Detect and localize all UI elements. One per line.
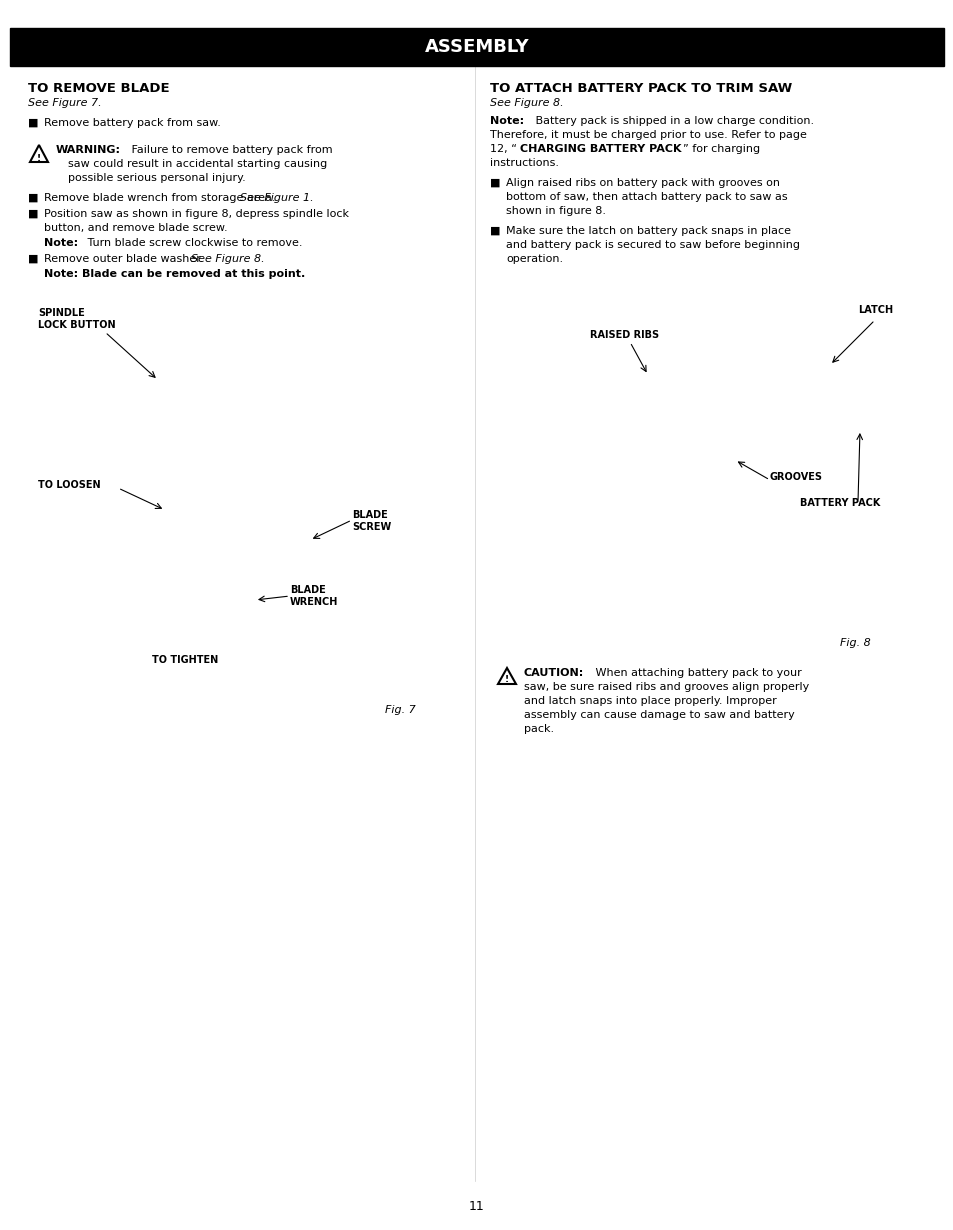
Text: Fig. 7: Fig. 7 xyxy=(385,705,416,715)
Text: WRENCH: WRENCH xyxy=(290,597,338,606)
Text: possible serious personal injury.: possible serious personal injury. xyxy=(68,173,246,183)
Text: assembly can cause damage to saw and battery: assembly can cause damage to saw and bat… xyxy=(523,710,794,720)
Text: 12, “: 12, “ xyxy=(490,144,517,154)
Text: LATCH: LATCH xyxy=(857,305,892,315)
Text: ■: ■ xyxy=(28,193,38,203)
Text: TO ATTACH BATTERY PACK TO TRIM SAW: TO ATTACH BATTERY PACK TO TRIM SAW xyxy=(490,82,791,95)
Text: ASSEMBLY: ASSEMBLY xyxy=(424,38,529,57)
Text: Fig. 8: Fig. 8 xyxy=(840,638,870,648)
Text: See Figure 8.: See Figure 8. xyxy=(191,255,264,264)
Text: !: ! xyxy=(504,674,509,684)
Text: saw, be sure raised ribs and grooves align properly: saw, be sure raised ribs and grooves ali… xyxy=(523,681,808,692)
Text: RAISED RIBS: RAISED RIBS xyxy=(589,330,659,339)
Text: ■: ■ xyxy=(490,178,500,188)
Text: Position saw as shown in figure 8, depress spindle lock: Position saw as shown in figure 8, depre… xyxy=(44,209,349,219)
Text: Make sure the latch on battery pack snaps in place: Make sure the latch on battery pack snap… xyxy=(505,226,790,236)
Text: When attaching battery pack to your: When attaching battery pack to your xyxy=(592,668,801,678)
Text: TO LOOSEN: TO LOOSEN xyxy=(38,480,100,490)
Text: LOCK BUTTON: LOCK BUTTON xyxy=(38,320,115,330)
Text: operation.: operation. xyxy=(505,255,562,264)
Text: WARNING:: WARNING: xyxy=(56,145,121,155)
Text: saw could result in accidental starting causing: saw could result in accidental starting … xyxy=(68,159,327,169)
Text: and battery pack is secured to saw before beginning: and battery pack is secured to saw befor… xyxy=(505,240,800,250)
Bar xyxy=(10,28,943,66)
Text: 11: 11 xyxy=(469,1200,484,1213)
Text: pack.: pack. xyxy=(523,724,554,734)
Text: CAUTION:: CAUTION: xyxy=(523,668,583,678)
Text: ■: ■ xyxy=(28,118,38,128)
Text: Remove battery pack from saw.: Remove battery pack from saw. xyxy=(44,118,221,128)
Text: Failure to remove battery pack from: Failure to remove battery pack from xyxy=(128,145,333,155)
Text: BLADE: BLADE xyxy=(352,510,387,520)
Text: !: ! xyxy=(37,154,41,162)
Text: SPINDLE: SPINDLE xyxy=(38,308,85,319)
Text: TO REMOVE BLADE: TO REMOVE BLADE xyxy=(28,82,170,95)
Text: ■: ■ xyxy=(28,255,38,264)
Text: TO TIGHTEN: TO TIGHTEN xyxy=(152,656,218,665)
Text: Remove outer blade washer.: Remove outer blade washer. xyxy=(44,255,207,264)
Text: shown in figure 8.: shown in figure 8. xyxy=(505,205,605,216)
Text: See Figure 8.: See Figure 8. xyxy=(490,98,563,108)
Text: ■: ■ xyxy=(490,226,500,236)
Text: See Figure 7.: See Figure 7. xyxy=(28,98,102,108)
Text: Remove blade wrench from storage area.: Remove blade wrench from storage area. xyxy=(44,193,278,203)
Text: SCREW: SCREW xyxy=(352,522,391,533)
Text: Therefore, it must be charged prior to use. Refer to page: Therefore, it must be charged prior to u… xyxy=(490,130,806,140)
Text: ” for charging: ” for charging xyxy=(682,144,760,154)
Text: GROOVES: GROOVES xyxy=(769,472,822,482)
Text: Align raised ribs on battery pack with grooves on: Align raised ribs on battery pack with g… xyxy=(505,178,780,188)
Text: Turn blade screw clockwise to remove.: Turn blade screw clockwise to remove. xyxy=(84,237,302,248)
Text: ■: ■ xyxy=(28,209,38,219)
Text: and latch snaps into place properly. Improper: and latch snaps into place properly. Imp… xyxy=(523,696,776,706)
Text: bottom of saw, then attach battery pack to saw as: bottom of saw, then attach battery pack … xyxy=(505,192,787,202)
Text: Note: Blade can be removed at this point.: Note: Blade can be removed at this point… xyxy=(44,269,305,279)
Text: button, and remove blade screw.: button, and remove blade screw. xyxy=(44,223,228,232)
Text: Note:: Note: xyxy=(44,237,78,248)
Text: See Figure 1.: See Figure 1. xyxy=(240,193,314,203)
Text: Battery pack is shipped in a low charge condition.: Battery pack is shipped in a low charge … xyxy=(532,116,813,125)
Text: instructions.: instructions. xyxy=(490,157,558,169)
Text: BATTERY PACK: BATTERY PACK xyxy=(800,498,880,508)
Text: CHARGING BATTERY PACK: CHARGING BATTERY PACK xyxy=(519,144,680,154)
Text: BLADE: BLADE xyxy=(290,585,325,595)
Text: Note:: Note: xyxy=(490,116,523,125)
